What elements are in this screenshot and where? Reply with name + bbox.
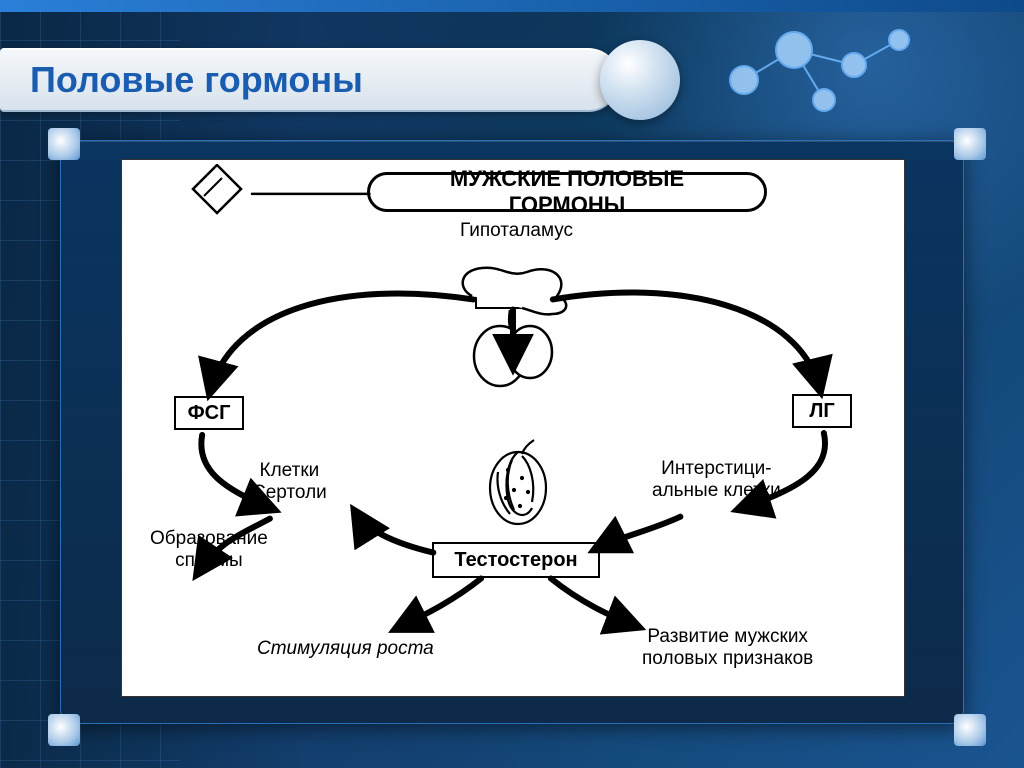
slide-title-bar: Половые гормоны	[0, 48, 620, 112]
diagram-canvas: МУЖСКИЕ ПОЛОВЫЕ ГОРМОНЫ Гипоталамус ГнРГ…	[121, 159, 905, 697]
frame-corner-tr	[954, 128, 986, 160]
node-testosterone-text: Тестостерон	[454, 549, 577, 572]
node-lh: ЛГ	[792, 394, 852, 428]
testis-drawing	[478, 430, 558, 530]
label-leydig: Интерстици- альные клетки	[652, 458, 781, 502]
diagram-title-text: МУЖСКИЕ ПОЛОВЫЕ ГОРМОНЫ	[400, 166, 734, 218]
node-fsh: ФСГ	[174, 396, 244, 430]
node-testosterone: Тестостерон	[432, 542, 600, 578]
label-sperm: Образование спермы	[150, 528, 268, 572]
label-hypothalamus: Гипоталамус	[460, 220, 573, 242]
slide-title: Половые гормоны	[30, 59, 363, 101]
pituitary-drawing	[452, 248, 577, 398]
frame-corner-bl	[48, 714, 80, 746]
diamond-icon	[182, 164, 252, 224]
frame-corner-br	[954, 714, 986, 746]
label-sertoli: Клетки Сертоли	[252, 460, 327, 504]
title-bar-cap	[600, 40, 680, 120]
content-frame: МУЖСКИЕ ПОЛОВЫЕ ГОРМОНЫ Гипоталамус ГнРГ…	[60, 140, 964, 724]
label-male-traits: Развитие мужских половых признаков	[642, 626, 813, 670]
node-lh-text: ЛГ	[809, 400, 834, 423]
diagram-title-pill: МУЖСКИЕ ПОЛОВЫЕ ГОРМОНЫ	[367, 172, 767, 212]
frame-corner-tl	[48, 128, 80, 160]
node-fsh-text: ФСГ	[188, 402, 231, 425]
molecule-decoration	[704, 10, 924, 120]
top-accent-bar	[0, 0, 1024, 12]
label-growth: Стимуляция роста	[257, 638, 434, 660]
